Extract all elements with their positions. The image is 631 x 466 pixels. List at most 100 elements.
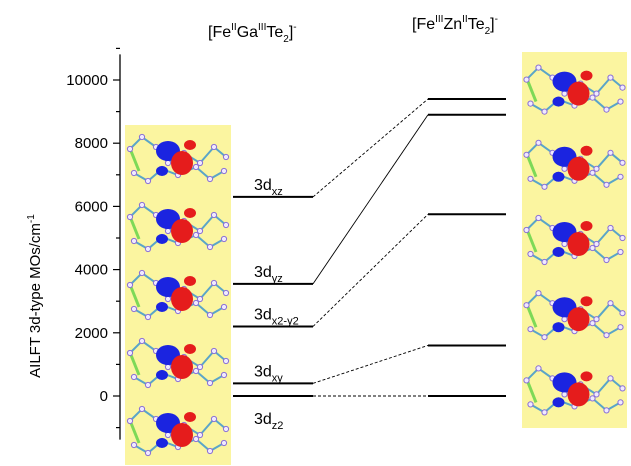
atom [222, 221, 230, 229]
molecule-bond-green [129, 422, 141, 444]
y-tick-label: 4000 [75, 262, 108, 279]
molecule-bond-green [526, 81, 538, 103]
atom [535, 64, 542, 71]
atom [603, 106, 610, 113]
orbital-lobe-red [580, 221, 593, 231]
molecule-bond-green [526, 156, 538, 178]
atom [144, 177, 152, 185]
orbital-lobe-red [580, 145, 593, 156]
atom [589, 169, 596, 176]
atom [126, 417, 134, 425]
atom [164, 227, 172, 235]
atom [196, 159, 204, 167]
atom [222, 425, 230, 433]
orbital-lobe-red [184, 344, 196, 354]
atom [589, 395, 596, 402]
atom [593, 391, 600, 398]
orbital-cell [523, 290, 626, 341]
atom [192, 435, 200, 443]
atom [196, 295, 204, 303]
atom [607, 149, 614, 156]
atom [192, 231, 200, 239]
y-tick-label: 0 [100, 388, 108, 405]
atom [196, 431, 204, 439]
orbital-cell [126, 269, 230, 321]
connector-xy [312, 345, 429, 384]
atom [617, 98, 624, 105]
atom [220, 371, 228, 379]
atom [619, 310, 626, 317]
orbital-lobe-blue [552, 397, 565, 408]
level-label-x2-y2: 3dx2-y2 [254, 306, 299, 327]
orbital-lobe-red [580, 296, 593, 307]
atom [144, 449, 152, 457]
atom [206, 311, 214, 319]
connector-x2-y2 [312, 213, 429, 327]
orbital-lobe-red [171, 287, 193, 311]
atom [222, 289, 230, 297]
atom [206, 175, 214, 183]
orbital-lobe-red [567, 232, 590, 256]
atom [523, 151, 530, 158]
atom [138, 269, 146, 277]
orbital-cell [523, 64, 626, 115]
atom [619, 159, 626, 166]
atom [210, 143, 218, 151]
orbital-lobe-red [567, 156, 590, 181]
atom [126, 145, 134, 153]
orbital-cell [126, 201, 230, 253]
atom [192, 163, 200, 171]
atom [603, 256, 610, 264]
orbital-lobe-blue [156, 166, 168, 176]
atom [130, 373, 138, 381]
orbital-lobe-red [171, 219, 193, 243]
atom [561, 90, 568, 97]
atom [206, 243, 214, 251]
orbital-lobe-blue [552, 171, 565, 182]
atom [206, 379, 214, 387]
orbital-cell [126, 133, 230, 185]
atom [603, 332, 610, 339]
orbital-lobe-red [171, 423, 193, 447]
orbital-lobe-red [567, 307, 590, 332]
y-axis-label: AILFT 3d-type MOs/cm-1 [26, 214, 44, 378]
atom [196, 227, 204, 235]
atom [619, 234, 626, 242]
y-tick-label: 10000 [66, 72, 108, 89]
orbital-cell [126, 337, 230, 389]
atom [210, 279, 218, 287]
orbital-cell [126, 405, 230, 457]
orbital-lobe-blue [552, 247, 565, 257]
atom [523, 377, 530, 384]
atom [619, 385, 626, 392]
orbital-lobe-red [567, 382, 590, 407]
atom [527, 250, 534, 258]
y-tick-label: 8000 [75, 135, 108, 152]
molecule-bond-green [526, 231, 538, 253]
atom [607, 375, 614, 382]
orbital-lobe-red [567, 81, 590, 106]
orbital-lobe-blue [552, 322, 565, 333]
y-tick-label: 2000 [75, 325, 108, 342]
molecule-bond-green [526, 306, 538, 328]
atom [144, 313, 152, 321]
atom [523, 226, 530, 234]
right-orbital-panel [522, 52, 627, 428]
orbital-cell [523, 139, 626, 190]
connector-yz [312, 114, 429, 285]
atom [589, 320, 596, 327]
atom [523, 302, 530, 309]
orbital-lobe-red [184, 208, 196, 218]
orbital-lobe-red [171, 151, 193, 175]
atom [144, 381, 152, 389]
orbital-lobe-blue [156, 302, 168, 312]
y-tick-label: 6000 [75, 198, 108, 215]
left-orbital-panel [125, 125, 231, 465]
atom [561, 165, 568, 172]
atom [130, 237, 138, 245]
atom [210, 211, 218, 219]
y-axis-label-sup: -1 [26, 214, 37, 223]
atom [541, 409, 548, 416]
atom [192, 367, 200, 375]
